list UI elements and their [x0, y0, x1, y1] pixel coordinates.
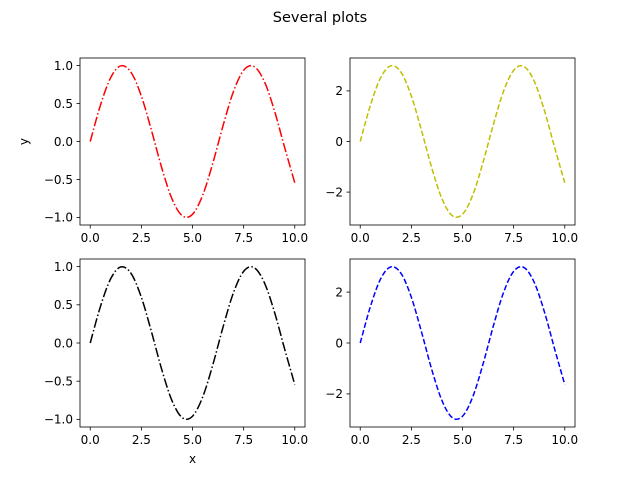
- x-tick-label: 0.0: [81, 231, 100, 245]
- subplot-bottom-right: 0.0 2.5 5.0 7.5 10.0 2 0 −2: [325, 258, 578, 447]
- y-tick-label: 0.0: [54, 135, 73, 149]
- subplot-top-left: 0.0 2.5 5.0 7.5 10.0 1.0 0.5 0.0 −0.5 −1.0 y: [17, 57, 308, 245]
- x-tick-label: 5.0: [183, 231, 202, 245]
- x-tick-label: 0.0: [81, 433, 100, 447]
- x-tick-label: 7.5: [234, 231, 253, 245]
- x-tick-label: 2.5: [402, 231, 421, 245]
- y-tick-label: 0: [335, 336, 343, 350]
- x-tick-label: 10.0: [551, 231, 578, 245]
- y-tick-label: 0.5: [54, 97, 73, 111]
- x-tick-label: 5.0: [453, 231, 472, 245]
- y-tick-label: 0.0: [54, 336, 73, 350]
- series-line: [359, 64, 566, 219]
- figure-title: Several plots: [273, 10, 367, 26]
- y-tick-label: −0.5: [44, 173, 73, 187]
- series-line: [89, 265, 296, 421]
- x-axis-label: x: [189, 452, 196, 466]
- x-tick-label: 10.0: [281, 433, 308, 447]
- y-tick-label: 1.0: [54, 260, 73, 274]
- y-tick-label: −0.5: [44, 374, 73, 388]
- y-tick-label: −1.0: [44, 211, 73, 225]
- y-tick-label: 0.5: [54, 298, 73, 312]
- x-tick-label: 2.5: [402, 433, 421, 447]
- x-tick-label: 5.0: [453, 433, 472, 447]
- x-tick-label: 5.0: [183, 433, 202, 447]
- y-tick-label: −2: [325, 185, 343, 199]
- x-tick-label: 0.0: [351, 433, 370, 447]
- x-tick-label: 7.5: [234, 433, 253, 447]
- y-tick-label: 2: [335, 285, 343, 299]
- series-line: [89, 64, 296, 219]
- y-tick-label: −1.0: [44, 413, 73, 427]
- y-axis-label: y: [17, 138, 31, 145]
- subplot-top-right: 0.0 2.5 5.0 7.5 10.0 2 0 −2: [325, 57, 578, 245]
- y-tick-label: 0: [335, 135, 343, 149]
- subplot-bottom-left: 0.0 2.5 5.0 7.5 10.0 1.0 0.5 0.0 −0.5 −1.0 x: [44, 258, 308, 466]
- y-tick-label: 2: [335, 84, 343, 98]
- x-tick-label: 0.0: [351, 231, 370, 245]
- y-tick-label: −2: [325, 387, 343, 401]
- x-tick-label: 2.5: [132, 231, 151, 245]
- x-tick-label: 10.0: [551, 433, 578, 447]
- x-tick-label: 2.5: [132, 433, 151, 447]
- x-tick-label: 7.5: [504, 433, 523, 447]
- subplots: 0.0 2.5 5.0 7.5 10.0 1.0 0.5 0.0 −0.5 −1.0 y 0.0 2.5…: [17, 57, 578, 466]
- y-tick-label: 1.0: [54, 59, 73, 73]
- series-line: [359, 265, 566, 420]
- x-tick-label: 7.5: [504, 231, 523, 245]
- x-tick-label: 10.0: [281, 231, 308, 245]
